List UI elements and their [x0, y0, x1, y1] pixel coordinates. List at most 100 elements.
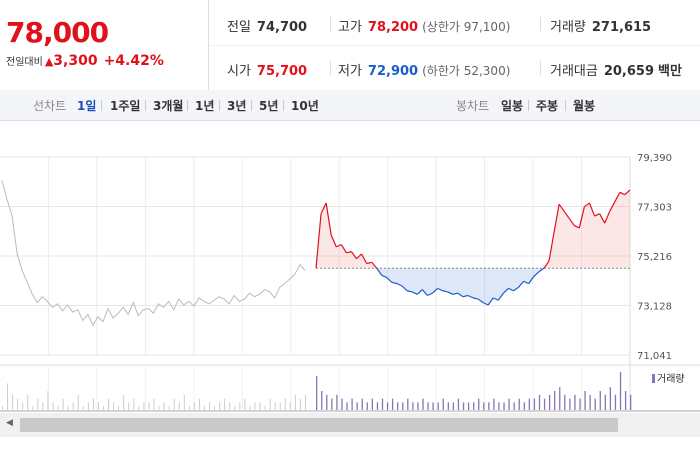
today-line-segment: [366, 261, 372, 265]
prev-volume-bar: [27, 394, 29, 410]
tab-5year[interactable]: 5년: [259, 99, 279, 113]
today-volume-bar: [452, 402, 455, 410]
today-volume-bar: [503, 402, 505, 410]
prev-volume-bar: [168, 406, 170, 410]
prev-volume-bar: [72, 402, 74, 410]
volume-legend-swatch: [652, 374, 655, 383]
today-line-segment: [411, 291, 418, 295]
today-volume-bar: [614, 394, 617, 410]
today-line-segment: [493, 297, 499, 301]
prev-volume-bar: [204, 406, 205, 410]
high-value: 78,200: [367, 20, 419, 35]
line-chart-label: 선차트: [33, 99, 67, 113]
prev-volume-bar: [254, 402, 256, 410]
upper-limit: (상한가 97,100): [422, 20, 511, 34]
prev-volume-bar: [289, 402, 291, 410]
today-line-segment: [452, 292, 458, 295]
y-tick-label: 73,128: [637, 302, 672, 313]
today-line-segment: [432, 287, 438, 294]
today-line-segment: [421, 289, 428, 296]
today-volume-bar: [346, 402, 348, 410]
scroll-left-icon[interactable]: ◀: [6, 418, 13, 428]
today-volume-bar: [326, 394, 328, 410]
prev-volume-bar: [224, 398, 226, 410]
prev-volume-bar: [42, 402, 44, 410]
tab-1year[interactable]: 1년: [195, 99, 215, 113]
today-line-segment: [447, 291, 453, 295]
candle-chart-label: 봉차트: [456, 99, 490, 113]
tab-3year[interactable]: 3년: [227, 99, 247, 113]
today-volume-bar: [427, 402, 429, 410]
volume-label: 거래량: [550, 20, 586, 35]
prev-volume-bar: [37, 398, 39, 410]
prev-volume-bar: [279, 402, 281, 410]
today-volume-bar: [564, 394, 566, 410]
today-volume-bar: [498, 402, 500, 410]
prev-volume-bar: [22, 402, 24, 410]
tab-1day[interactable]: 1일: [77, 99, 97, 113]
today-volume-bar: [457, 398, 460, 410]
prev-volume-bar: [259, 402, 261, 410]
today-line-segment: [442, 290, 448, 293]
prev-volume-bar: [305, 394, 306, 410]
tab-weekly-candle[interactable]: 주봉: [536, 99, 559, 113]
today-volume-bar: [538, 394, 541, 410]
today-line-segment: [604, 211, 611, 224]
price-chart[interactable]: 79,390 77,303 75,216 73,128 71,041 거래량: [0, 120, 700, 413]
today-volume-bar: [579, 398, 581, 410]
prev-volume-bar: [153, 398, 155, 410]
tab-1week[interactable]: 1주일: [110, 99, 141, 113]
today-volume-bar: [422, 398, 424, 410]
today-volume-bar: [619, 372, 622, 410]
today-line-segment: [609, 201, 616, 212]
today-line-segment: [467, 294, 474, 299]
tab-monthly-candle[interactable]: 월봉: [573, 99, 596, 113]
today-line-segment: [340, 244, 347, 254]
today-line-segment: [599, 213, 606, 224]
tab-daily-candle[interactable]: 일봉: [501, 99, 524, 113]
prev-volume-bar: [82, 406, 84, 410]
today-volume-bar: [548, 394, 551, 410]
today-volume-bar: [630, 394, 632, 410]
today-volume-bar: [543, 398, 546, 410]
current-price: 78,000: [6, 16, 109, 49]
chart-tabs: 선차트 1일 1주일 3개월 1년 3년 5년 10년 봉차트 일봉 주봉 월봉: [0, 90, 700, 121]
tab-3month[interactable]: 3개월: [153, 99, 184, 113]
prev-close-value: 74,700: [256, 20, 308, 35]
lower-limit: (하한가 52,300): [422, 64, 511, 78]
volume: 거래량 271,615: [550, 16, 651, 35]
today-volume-bar: [609, 387, 612, 410]
today-line-segment: [533, 271, 540, 277]
today-volume-bar: [559, 387, 561, 410]
today-line-segment: [588, 202, 596, 217]
down-fill-area: [316, 268, 630, 305]
prev-volume-bar: [234, 406, 236, 410]
today-line-segment: [376, 267, 383, 276]
prev-volume-bar: [52, 402, 54, 410]
prev-volume-bar: [143, 402, 145, 410]
today-volume-bar: [331, 398, 333, 410]
prev-volume-bar: [87, 402, 89, 410]
price-lines: [1, 180, 631, 327]
today-line-segment: [396, 283, 403, 287]
scroll-thumb[interactable]: [20, 418, 618, 432]
prev-volume-bar: [188, 406, 190, 410]
today-volume-bar: [402, 402, 404, 410]
today-line-segment: [320, 202, 327, 214]
today-line-segment: [407, 290, 413, 293]
today-line-segment: [528, 276, 535, 284]
chart-scrollbar[interactable]: ◀: [0, 413, 700, 437]
today-volume-bar: [554, 391, 556, 410]
tab-10year[interactable]: 10년: [291, 99, 319, 113]
low-label: 저가: [338, 64, 362, 79]
today-line-segment: [543, 260, 550, 269]
prev-volume-bar: [163, 402, 165, 410]
amount-unit: 백만: [658, 64, 682, 79]
today-volume-bar: [574, 394, 576, 410]
today-volume-bar: [533, 398, 536, 410]
prev-volume-bar: [294, 394, 296, 410]
today-line-segment: [502, 287, 509, 294]
today-line-segment: [548, 232, 555, 262]
today-volume-bar: [447, 402, 449, 410]
prev-volume-bar: [138, 406, 140, 410]
